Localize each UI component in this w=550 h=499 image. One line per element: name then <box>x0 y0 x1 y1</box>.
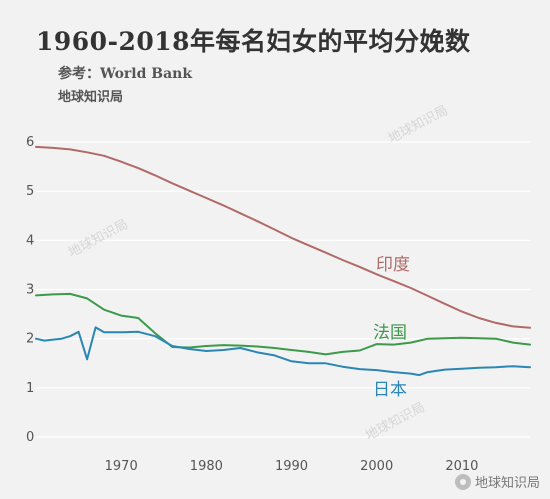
y-tick-label: 5 <box>26 184 34 199</box>
series-label: 法国 <box>373 323 407 343</box>
y-tick-label: 0 <box>26 430 34 445</box>
credit: 地球知识局 <box>454 472 540 491</box>
chart-title: 1960-2018年每名妇女的平均分娩数 <box>36 27 471 56</box>
series-line <box>35 326 531 377</box>
series-label: 印度 <box>376 255 410 275</box>
series-line <box>35 145 531 329</box>
chart-subtitle: 参考：World Bank <box>58 66 193 82</box>
source-label: 地球知识局 <box>58 90 124 105</box>
x-tick-label: 1980 <box>190 459 223 474</box>
credit-label: 地球知识局 <box>474 476 540 491</box>
x-tick-label: 1970 <box>105 459 138 474</box>
x-tick-label: 2010 <box>445 459 478 474</box>
y-tick-label: 1 <box>26 381 34 396</box>
y-tick-label: 3 <box>26 283 34 298</box>
series-label: 日本 <box>373 380 407 400</box>
series-line <box>35 292 531 356</box>
y-tick-label: 6 <box>26 135 34 150</box>
watermark: 地球知识局 <box>386 102 451 147</box>
y-tick-label: 2 <box>26 332 34 347</box>
watermark: 地球知识局 <box>66 216 131 261</box>
wechat-icon <box>454 473 471 490</box>
y-tick-label: 4 <box>26 233 34 248</box>
x-tick-label: 1990 <box>275 459 308 474</box>
x-tick-label: 2000 <box>360 459 393 474</box>
